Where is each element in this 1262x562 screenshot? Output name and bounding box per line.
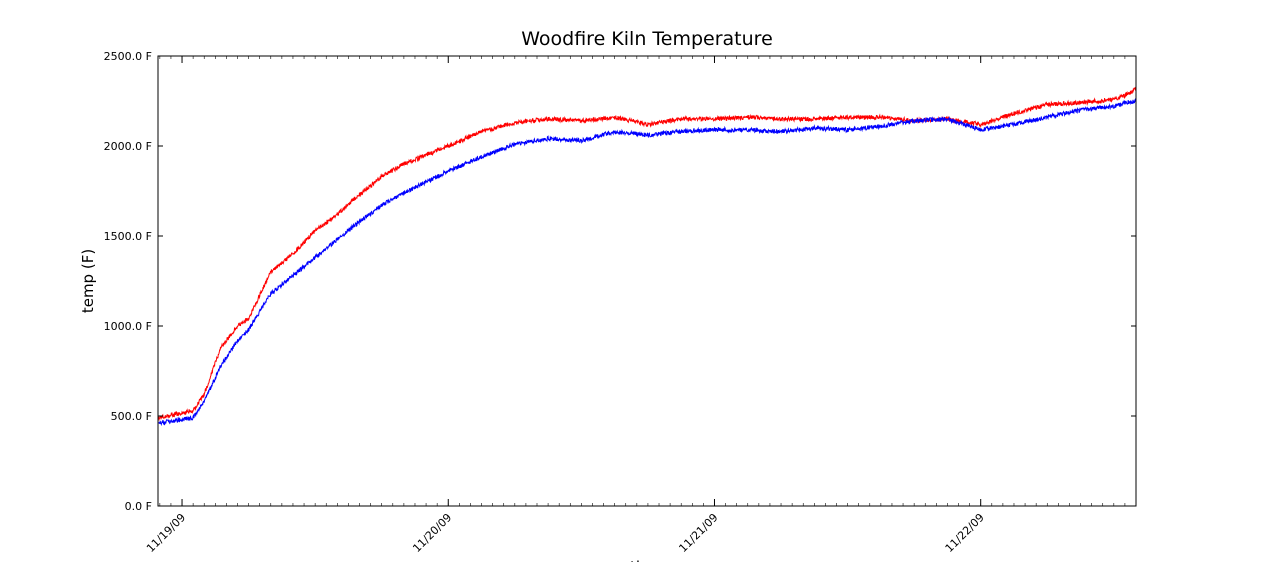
x-axis-label: time (630, 558, 664, 562)
plot-series-group (157, 86, 1137, 427)
x-tick-label: 11/20/09 (410, 511, 454, 555)
y-tick-label: 0.0 F (125, 500, 152, 513)
y-axis: 0.0 F 500.0 F 1000.0 F 1500.0 F 2000.0 F 2500… (104, 50, 1136, 513)
y-tick-label: 2500.0 F (104, 50, 152, 63)
x-tick-label: 11/22/09 (943, 511, 987, 555)
plot-area-frame (157, 55, 1137, 507)
chart-title: Woodfire Kiln Temperature (521, 28, 773, 50)
series-line-2 (157, 97, 1137, 427)
y-tick-label: 2000.0 F (104, 140, 152, 153)
y-tick-label: 1000.0 F (104, 320, 152, 333)
series-line-1 (157, 86, 1137, 422)
y-tick-label: 1500.0 F (104, 230, 152, 243)
x-axis: 11/19/09 11/20/09 11/21/09 11/22/09 (144, 56, 1137, 555)
y-axis-label: temp (F) (79, 249, 97, 313)
y-tick-label: 500.0 F (111, 410, 152, 423)
x-tick-label: 11/21/09 (676, 511, 720, 555)
x-tick-label: 11/19/09 (144, 511, 188, 555)
